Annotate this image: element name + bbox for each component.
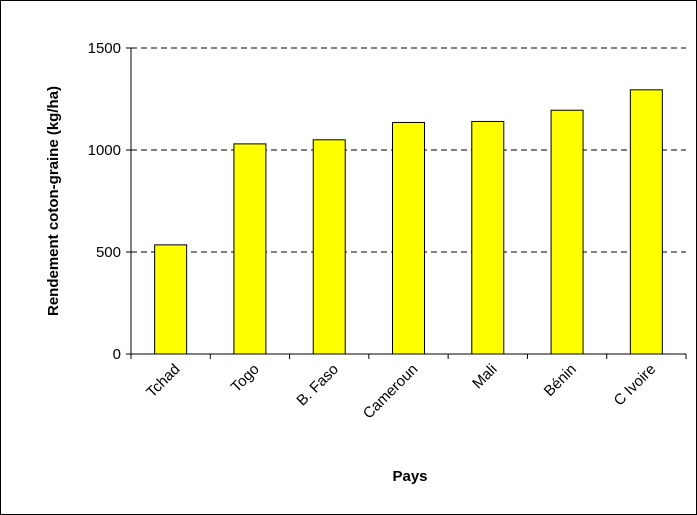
y-tick-label: 500 <box>96 244 121 261</box>
x-tick-label: B. Faso <box>293 361 342 410</box>
y-tick-label: 0 <box>113 346 121 363</box>
x-axis-title: Pays <box>392 468 427 485</box>
bar-b-faso <box>312 139 346 355</box>
bar-togo <box>233 143 267 355</box>
bar-mali <box>471 120 505 355</box>
x-tick-label: Togo <box>228 361 263 396</box>
y-tick-label: 1000 <box>88 142 121 159</box>
bars <box>154 89 663 355</box>
x-tick-labels: Tchad Togo B. Faso Cameroun Mali Bénin C Ivoir… <box>143 361 659 423</box>
bar-tchad <box>154 244 188 355</box>
x-tick-label: C Ivoire <box>611 361 660 410</box>
bar-cameroun <box>392 121 425 355</box>
bar-c-ivoire <box>629 89 663 355</box>
axes <box>126 47 687 359</box>
x-tick-label: Tchad <box>143 361 183 401</box>
x-tick-label: Cameroun <box>360 361 422 423</box>
bar-b-nin <box>550 109 584 355</box>
x-tick-label: Mali <box>469 361 500 392</box>
y-tick-labels: 0 500 1000 1500 <box>88 40 121 363</box>
gridlines <box>131 47 686 253</box>
y-tick-label: 1500 <box>88 40 121 57</box>
x-tick-label: Bénin <box>541 361 580 400</box>
y-axis-title: Rendement coton-graine (kg/ha) <box>45 86 62 316</box>
